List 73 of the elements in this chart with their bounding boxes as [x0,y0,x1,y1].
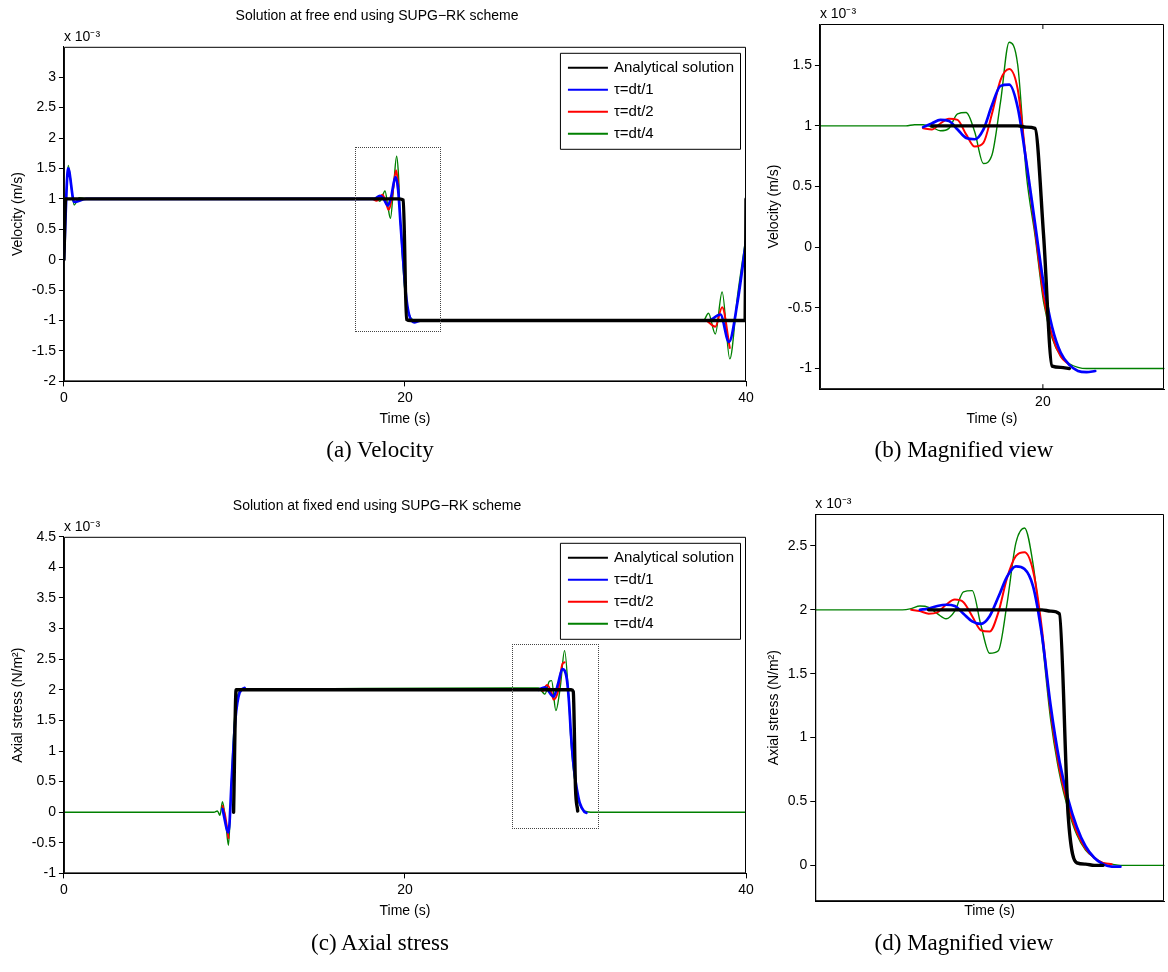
y-tick-label: -1 [43,864,57,881]
y-axis-title: Velocity (m/s) [765,164,782,249]
y-axis-title: Axial stress (N/m²) [765,650,782,766]
y-tick-label: 1.5 [792,56,813,73]
y-tick-label: 2 [48,128,57,145]
y-tick-label: 0.5 [36,220,57,237]
line-series [231,688,580,814]
chart-title: Solution at free end using SUPG−RK scheme [235,7,519,24]
legend-label: τ=dt/1 [613,79,654,97]
y-tick-label: 0 [804,238,813,255]
y-tick-label: 0 [799,856,808,873]
y-tick-label: 1.5 [36,159,57,176]
x-tick-label: 0 [60,880,69,897]
y-tick-label: -0.5 [31,833,57,850]
y-tick-label: 0.5 [787,792,808,809]
y-tick-label: -1 [43,311,57,328]
y-tick-label: 0.5 [792,177,813,194]
y-tick-label: 1 [48,189,57,206]
text: (d) Magnified view [873,930,1055,956]
y-axis-title: Axial stress (N/m²) [9,647,26,763]
x-tick-label: 40 [738,880,754,897]
x-axis-title: Time (s) [966,410,1018,427]
y-tick-label: 1.5 [36,711,57,728]
text: x 10⁻³ [819,4,857,21]
y-tick-label: 2.5 [787,536,808,553]
y-tick-label: 0 [48,803,57,820]
x-tick-label: 40 [738,388,754,405]
line-series [705,306,731,349]
x-axis-title: Time (s) [379,902,431,919]
legend-label: τ=dt/4 [613,613,654,631]
y-tick-label: 4.5 [36,527,57,544]
y-tick-label: -0.5 [31,281,57,297]
text: x 10⁻³ [63,517,101,534]
y-tick-label: 2.5 [36,98,57,115]
x-tick-label: 20 [397,388,413,405]
text: (c) Axial stress [310,930,450,956]
line-series [930,124,1072,371]
x-tick-label: 0 [60,388,69,405]
y-tick-label: 0 [48,250,57,267]
y-tick-label: 1 [799,728,808,745]
legend-label: τ=dt/2 [613,101,654,119]
x-axis-title: Time (s) [379,410,431,427]
legend-label: Analytical solution [613,547,735,565]
chart-title: Solution at fixed end using SUPG−RK scheme [232,497,522,514]
x-axis-title: Time (s) [964,902,1016,919]
text: (a) Velocity [325,437,435,463]
y-tick-label: 3 [48,68,57,85]
line-series [926,608,1105,868]
y-tick-label: 3.5 [36,588,57,605]
y-tick-label: 2 [48,680,57,697]
y-tick-label: -1.5 [31,341,57,358]
legend-label: τ=dt/1 [613,569,654,587]
text: x 10⁻³ [63,27,101,44]
y-tick-label: -1 [799,359,813,376]
y-axis-title: Velocity (m/s) [9,172,26,257]
text: (b) Magnified view [873,437,1055,463]
y-tick-label: 2 [799,600,808,617]
y-tick-label: 1.5 [787,664,808,681]
y-tick-label: 1 [804,116,813,133]
x-tick-label: 20 [397,880,413,897]
y-tick-label: -0.5 [787,298,813,315]
legend-label: Analytical solution [613,57,735,75]
y-tick-label: 0.5 [36,772,57,789]
line-series [921,83,1097,374]
y-tick-label: 4 [48,558,57,575]
line-series [541,661,566,701]
y-tick-label: 2.5 [36,650,57,667]
y-tick-label: -2 [43,372,57,389]
text: x 10⁻³ [815,494,852,511]
legend-label: τ=dt/2 [613,591,654,609]
legend-label: τ=dt/4 [613,123,654,141]
y-tick-label: 1 [48,741,57,758]
y-tick-label: 3 [48,619,57,636]
